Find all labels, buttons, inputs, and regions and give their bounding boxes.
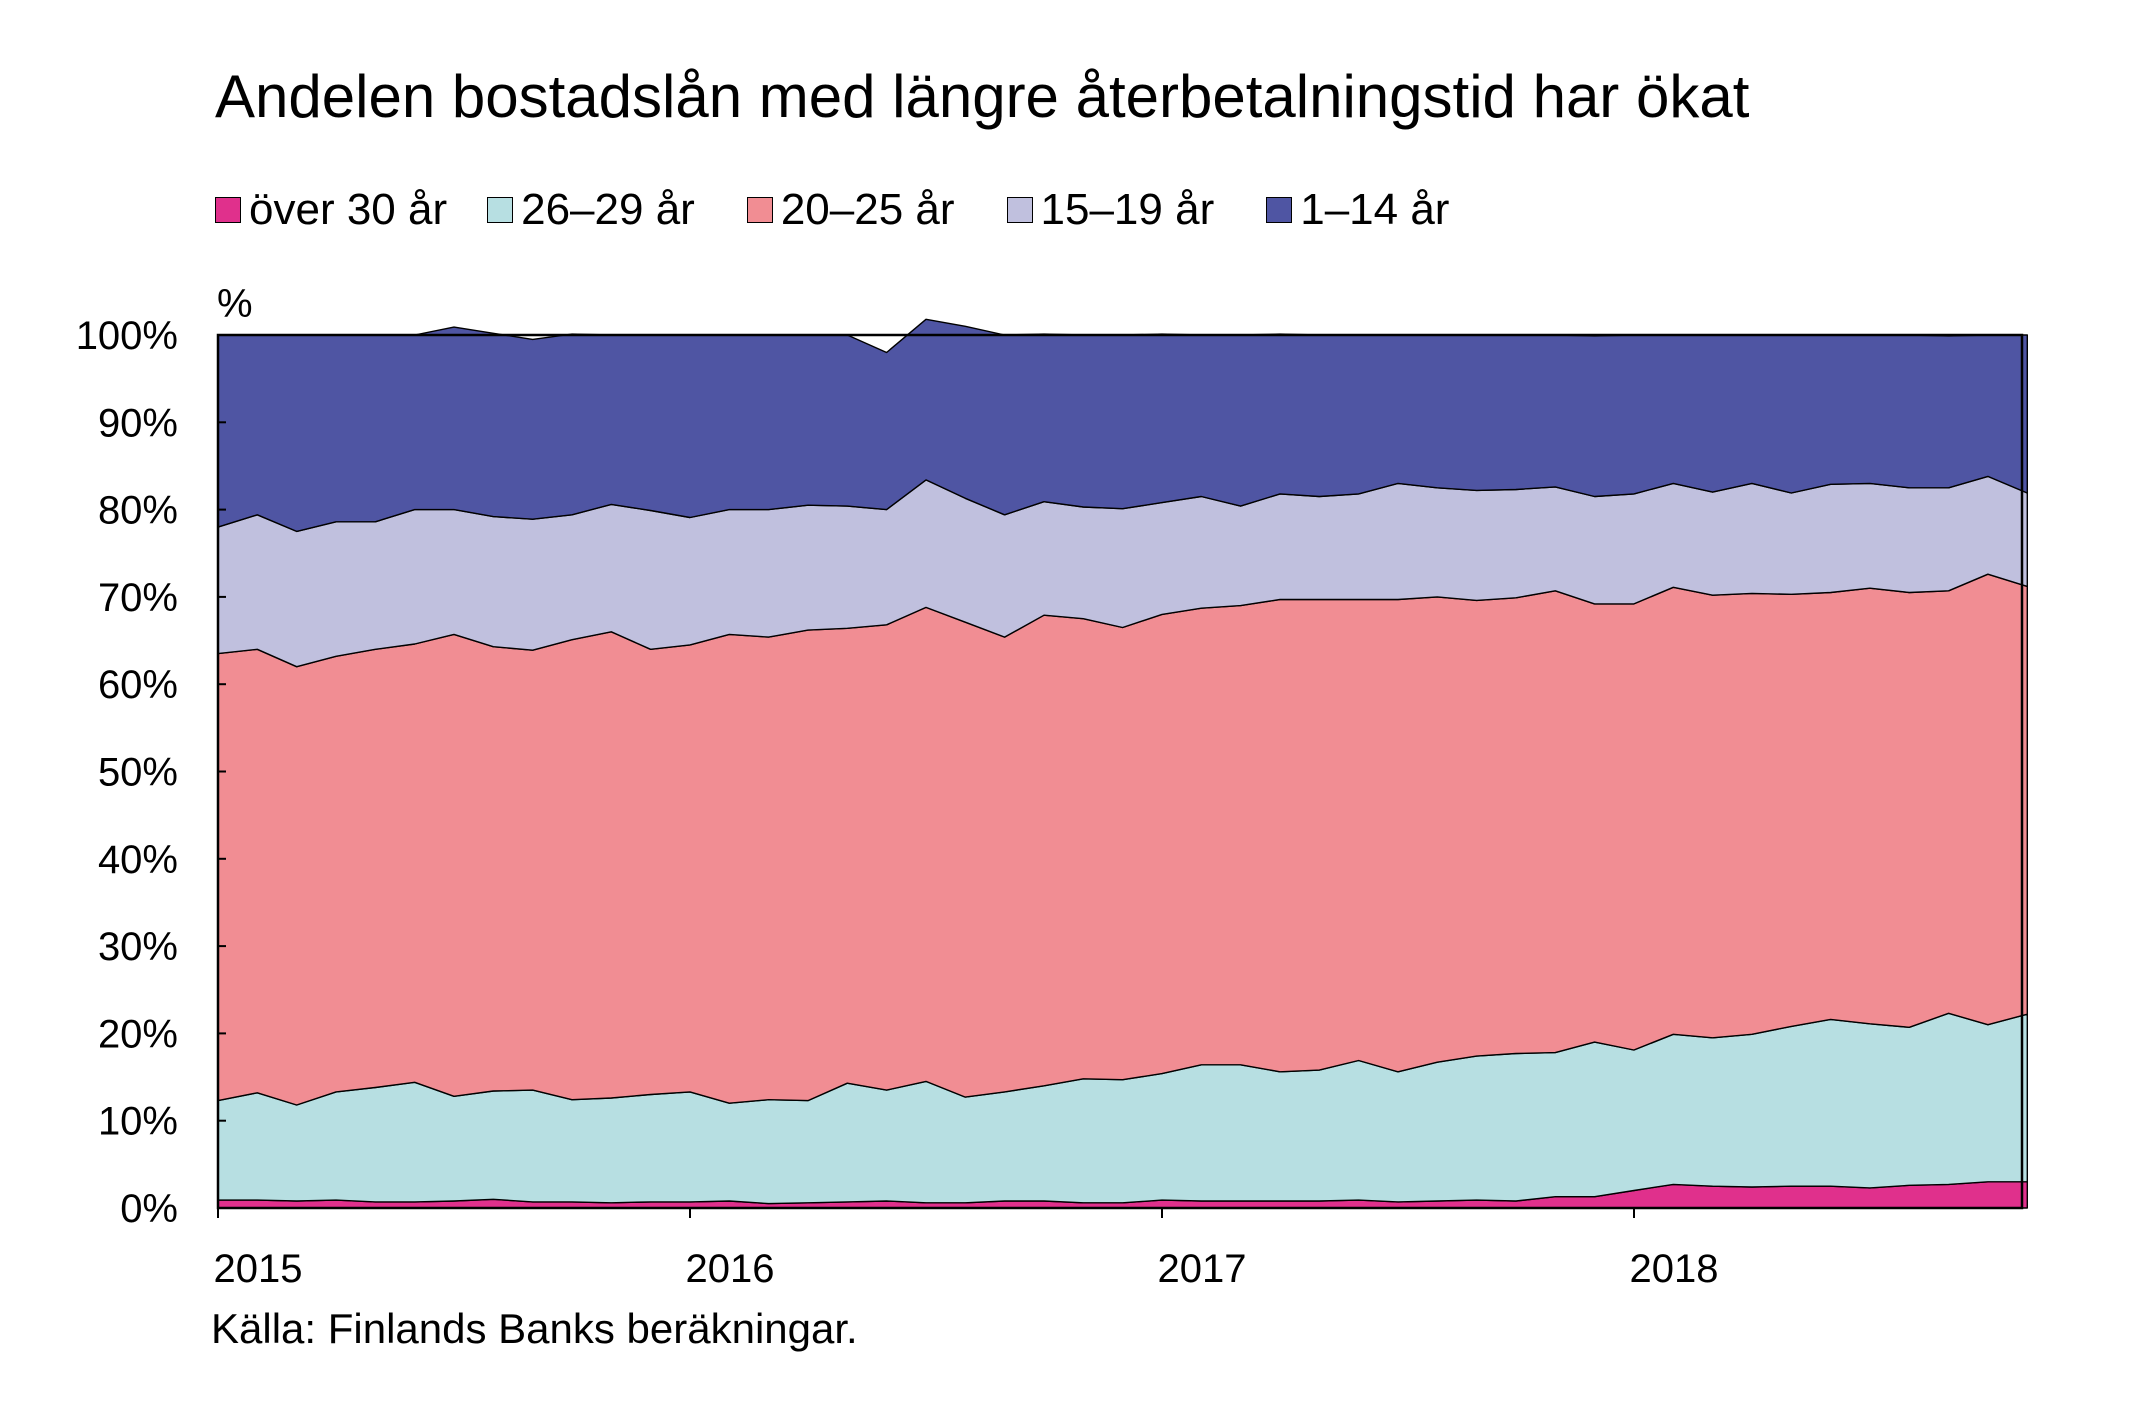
legend-label: 26–29 år: [521, 185, 695, 234]
source-note: Källa: Finlands Banks beräkningar.: [211, 1305, 858, 1352]
y-tick-label: 80%: [98, 489, 178, 533]
y-tick-label: 100%: [76, 314, 178, 358]
legend-label: 15–19 år: [1040, 185, 1215, 234]
y-tick-label: 70%: [98, 576, 178, 620]
x-tick-label: 2015: [214, 1247, 303, 1291]
legend-label: 1–14 år: [1300, 185, 1450, 234]
legend-item: 20–25 år: [746, 185, 955, 235]
y-tick-label: 60%: [98, 663, 178, 707]
legend-label: 20–25 år: [780, 185, 955, 234]
legend-item: 1–14 år: [1266, 185, 1449, 235]
y-tick-label: 10%: [98, 1100, 178, 1144]
legend-item: 26–29 år: [487, 185, 695, 235]
legend-swatch: [746, 197, 773, 223]
y-tick-label: 20%: [98, 1012, 178, 1056]
y-tick-label: 0%: [120, 1187, 178, 1231]
legend-item: 15–19 år: [1006, 185, 1215, 235]
legend-swatch: [1006, 197, 1033, 223]
x-tick-label: 2018: [1630, 1247, 1719, 1291]
y-tick-label: 90%: [98, 401, 178, 445]
legend-label: över 30 år: [249, 185, 448, 234]
x-tick-label: 2017: [1158, 1247, 1247, 1291]
area-series-2: [217, 573, 2028, 1106]
legend-swatch: [487, 197, 514, 223]
x-tick-label: 2016: [686, 1247, 775, 1291]
legend-swatch: [1266, 197, 1293, 223]
chart-legend: över 30 år 26–29 år 20–25 år 15–19 år 1–14 å…: [215, 182, 1449, 238]
y-tick-label: 30%: [98, 925, 178, 969]
y-tick-label: 50%: [98, 751, 178, 795]
legend-item: över 30 år: [215, 185, 447, 235]
y-tick-label: 40%: [98, 838, 178, 882]
chart-title: Andelen bostadslån med längre återbetaln…: [215, 63, 1750, 130]
y-axis-unit-label: %: [217, 282, 253, 326]
legend-swatch: [215, 197, 241, 223]
